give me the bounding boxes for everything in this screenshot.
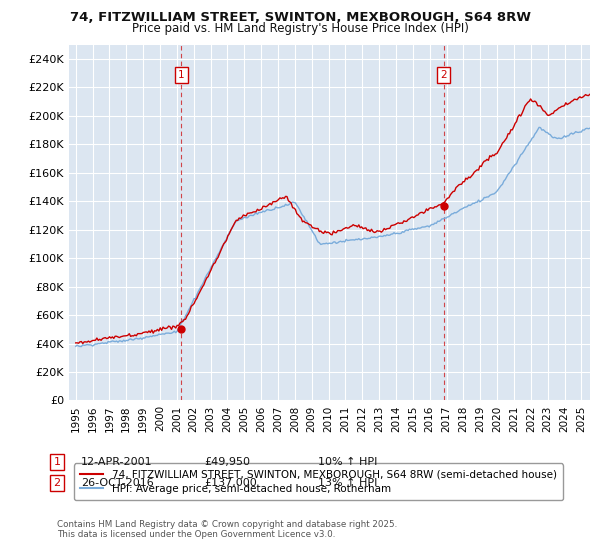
Text: 1: 1 [178,70,185,80]
Text: 74, FITZWILLIAM STREET, SWINTON, MEXBOROUGH, S64 8RW: 74, FITZWILLIAM STREET, SWINTON, MEXBORO… [70,11,530,24]
Text: Contains HM Land Registry data © Crown copyright and database right 2025.
This d: Contains HM Land Registry data © Crown c… [57,520,397,539]
Text: 1: 1 [53,457,61,467]
Text: £137,000: £137,000 [204,478,257,488]
Text: 2: 2 [53,478,61,488]
Text: 10% ↑ HPI: 10% ↑ HPI [318,457,377,467]
Text: 26-OCT-2016: 26-OCT-2016 [81,478,154,488]
Text: 2: 2 [440,70,447,80]
Text: 13% ↑ HPI: 13% ↑ HPI [318,478,377,488]
Text: 12-APR-2001: 12-APR-2001 [81,457,152,467]
Legend: 74, FITZWILLIAM STREET, SWINTON, MEXBOROUGH, S64 8RW (semi-detached house), HPI:: 74, FITZWILLIAM STREET, SWINTON, MEXBORO… [74,464,563,500]
Text: £49,950: £49,950 [204,457,250,467]
Text: Price paid vs. HM Land Registry's House Price Index (HPI): Price paid vs. HM Land Registry's House … [131,22,469,35]
